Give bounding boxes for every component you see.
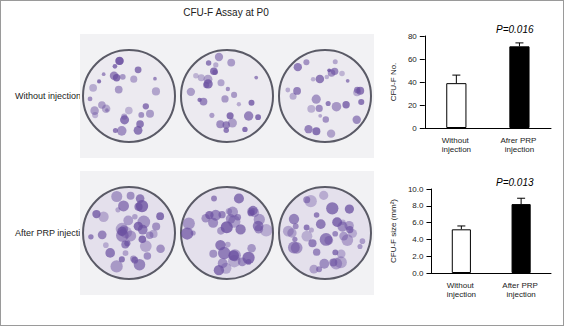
svg-text:CFU-F Assay at P0: CFU-F Assay at P0 bbox=[183, 7, 269, 18]
svg-text:4.0: 4.0 bbox=[412, 235, 424, 244]
svg-text:Without: Without bbox=[447, 281, 476, 290]
svg-text:injection: injection bbox=[447, 290, 476, 299]
svg-text:Afrer PRP: Afrer PRP bbox=[500, 136, 538, 145]
svg-text:80: 80 bbox=[408, 32, 417, 41]
svg-text:60: 60 bbox=[408, 55, 417, 64]
svg-text:injection: injection bbox=[442, 145, 471, 154]
svg-text:10.0: 10.0 bbox=[408, 185, 424, 194]
svg-text:After PRP injection: After PRP injection bbox=[15, 228, 90, 238]
svg-text:6.0: 6.0 bbox=[412, 218, 424, 227]
svg-text:P=0.013: P=0.013 bbox=[496, 177, 534, 188]
svg-text:Without: Without bbox=[442, 136, 471, 145]
svg-text:After PRP: After PRP bbox=[502, 281, 540, 290]
svg-text:injection: injection bbox=[506, 290, 535, 299]
svg-text:injection: injection bbox=[505, 145, 534, 154]
svg-text:CFU-F No.: CFU-F No. bbox=[389, 63, 398, 102]
svg-text:20: 20 bbox=[408, 101, 417, 110]
svg-text:8.0: 8.0 bbox=[412, 201, 424, 210]
svg-text:2.0: 2.0 bbox=[412, 252, 424, 261]
svg-text:P=0.016: P=0.016 bbox=[496, 24, 534, 35]
svg-text:40: 40 bbox=[408, 78, 417, 87]
svg-text:0.0: 0.0 bbox=[412, 269, 424, 278]
svg-text:0: 0 bbox=[412, 124, 417, 133]
svg-text:Without injection: Without injection bbox=[15, 91, 81, 101]
svg-text:CFU-F size (mm²): CFU-F size (mm²) bbox=[389, 199, 398, 263]
